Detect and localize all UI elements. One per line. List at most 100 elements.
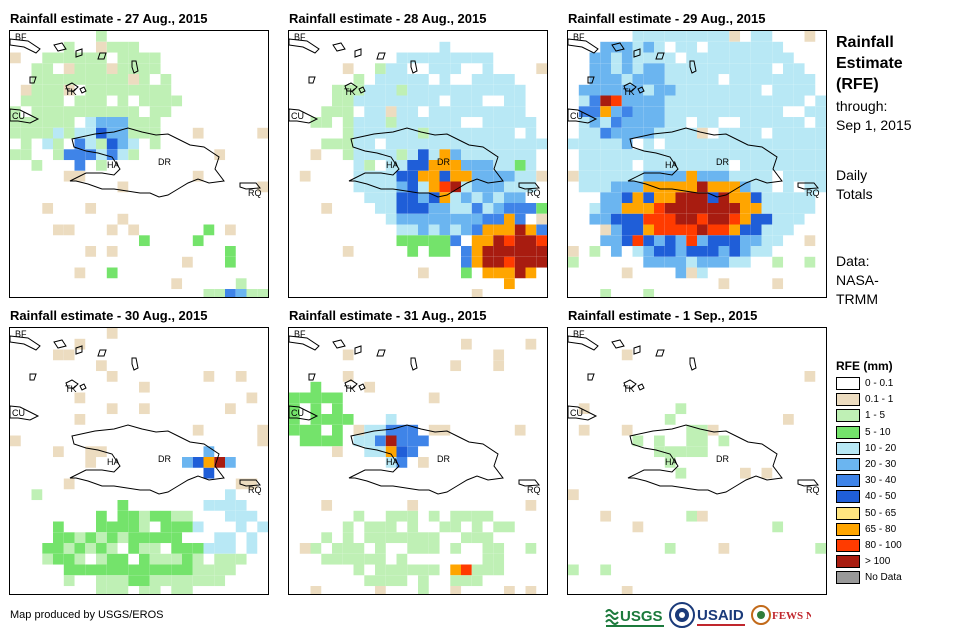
- rainfall-cell: [450, 181, 462, 193]
- rainfall-cell: [235, 371, 247, 382]
- rainfall-cell: [407, 138, 419, 150]
- rainfall-cell: [750, 74, 762, 85]
- rainfall-cell: [632, 521, 644, 533]
- rainfall-cell: [128, 84, 140, 96]
- rainfall-cell: [707, 31, 719, 42]
- rainfall-cell: [600, 84, 612, 96]
- rainfall-cell: [740, 224, 751, 236]
- rainfall-cell: [428, 424, 440, 436]
- rainfall-cell: [182, 457, 193, 468]
- rainfall-cell: [514, 256, 526, 268]
- rainfall-cell: [385, 181, 397, 193]
- rainfall-cell: [235, 510, 247, 522]
- rainfall-cell: [428, 149, 440, 161]
- rainfall-cell: [407, 95, 419, 107]
- rainfall-cell: [149, 127, 161, 139]
- rainfall-cell: [664, 106, 676, 118]
- rainfall-cell: [63, 532, 75, 544]
- coastline-path: [797, 479, 819, 487]
- rainfall-cell: [439, 235, 451, 247]
- map-label-bf: BF: [573, 329, 585, 339]
- rainfall-cell: [385, 510, 397, 522]
- rainfall-cell: [536, 213, 547, 225]
- rainfall-cell: [235, 278, 247, 290]
- rainfall-cell: [160, 510, 172, 522]
- rainfall-cell: [772, 149, 784, 161]
- legend-label: 0.1 - 1: [865, 394, 894, 406]
- rainfall-cell: [385, 106, 397, 118]
- rainfall-cell: [439, 521, 451, 533]
- panel-title-30aug: Rainfall estimate - 30 Aug., 2015: [10, 308, 208, 323]
- rainfall-cell: [257, 289, 268, 297]
- rainfall-cell: [761, 149, 773, 161]
- rainfall-cell: [707, 41, 719, 53]
- map-panel-29aug: BF TK CU HA DR RQ: [567, 30, 827, 298]
- rainfall-cell: [471, 95, 483, 107]
- rainfall-cell: [718, 256, 730, 268]
- rainfall-cell: [117, 127, 129, 139]
- rainfall-cell: [686, 63, 698, 75]
- rainfall-cell: [85, 74, 97, 85]
- legend-title: RFE (mm): [836, 359, 893, 373]
- rainfall-cell: [643, 181, 655, 193]
- rainfall-cell: [783, 63, 794, 75]
- rainfall-cell: [621, 149, 633, 161]
- rainfall-cell: [493, 256, 505, 268]
- rainfall-cell: [74, 553, 86, 565]
- map-label-ha: HA: [665, 457, 678, 467]
- rainfall-cell: [718, 52, 730, 64]
- rainfall-cell: [117, 564, 129, 576]
- rainfall-cell: [772, 95, 784, 107]
- rainfall-cell: [450, 52, 462, 64]
- rainfall-cell: [396, 235, 408, 247]
- rainfall-cell: [600, 138, 612, 150]
- rainfall-cell: [718, 192, 730, 204]
- coastline-path: [10, 335, 41, 351]
- rainfall-cell: [697, 95, 708, 107]
- rainfall-cell: [53, 84, 64, 96]
- rainfall-cell: [697, 52, 708, 64]
- rainfall-cell: [493, 203, 505, 214]
- rainfall-cell: [686, 213, 698, 225]
- rainfall-cell: [804, 84, 816, 96]
- rainfall-cell: [321, 435, 333, 447]
- rainfall-cell: [815, 543, 826, 554]
- rainfall-cell: [439, 74, 451, 85]
- rainfall-cell: [611, 192, 622, 204]
- rainfall-cell: [171, 564, 183, 576]
- rainfall-cell: [342, 371, 354, 382]
- rainfall-cell: [149, 63, 161, 75]
- coastline-path: [10, 38, 41, 54]
- rainfall-cell: [106, 586, 118, 594]
- rainfall-cell: [428, 224, 440, 236]
- rainfall-cell: [471, 521, 483, 533]
- coastline-path: [289, 108, 319, 124]
- rainfall-cell: [85, 246, 97, 257]
- rainfall-cell: [385, 424, 397, 436]
- rainfall-cell: [461, 95, 472, 107]
- rainfall-cell: [675, 256, 687, 268]
- rainfall-cell: [10, 106, 21, 118]
- rainfall-cell: [697, 84, 708, 96]
- rainfall-cell: [20, 84, 32, 96]
- rainfall-cell: [439, 203, 451, 214]
- rainfall-cell: [332, 95, 343, 107]
- rainfall-cell: [461, 564, 472, 576]
- rainfall-cell: [299, 435, 311, 447]
- rainfall-cell: [53, 138, 64, 150]
- rainfall-cell: [246, 392, 258, 404]
- rainfall-cell: [589, 149, 601, 161]
- rainfall-cell: [407, 510, 419, 522]
- map-label-dr: DR: [716, 454, 729, 464]
- rainfall-cell: [203, 446, 215, 458]
- legend-swatch: [836, 458, 860, 471]
- rainfall-cell: [385, 117, 397, 128]
- rainfall-cell: [643, 224, 655, 236]
- rainfall-cell: [385, 170, 397, 182]
- rainfall-cell: [750, 31, 762, 42]
- rainfall-cell: [10, 127, 21, 139]
- rainfall-cell: [471, 160, 483, 171]
- rainfall-cell: [42, 106, 54, 118]
- rainfall-cell: [353, 74, 365, 85]
- rainfall-cell: [793, 95, 805, 107]
